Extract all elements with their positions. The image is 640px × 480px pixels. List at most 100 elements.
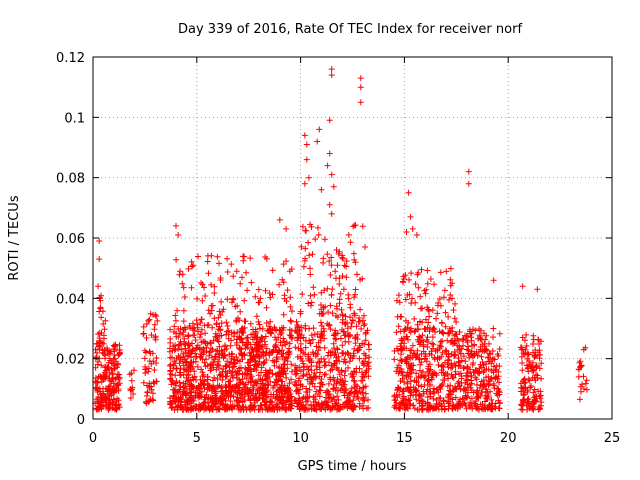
data-point bbox=[416, 392, 423, 399]
data-point bbox=[469, 361, 476, 368]
data-point bbox=[224, 269, 231, 275]
data-point bbox=[308, 332, 315, 339]
data-point bbox=[351, 345, 358, 352]
data-point bbox=[439, 362, 446, 369]
data-point bbox=[198, 339, 205, 346]
data-point bbox=[214, 382, 221, 389]
data-point bbox=[130, 391, 137, 397]
data-point bbox=[210, 383, 217, 390]
data-point bbox=[188, 258, 195, 265]
data-point bbox=[449, 295, 455, 302]
data-point bbox=[177, 395, 184, 402]
data-point bbox=[185, 350, 192, 357]
data-point bbox=[168, 405, 175, 411]
data-point bbox=[356, 403, 363, 410]
data-point bbox=[299, 223, 306, 230]
data-point bbox=[282, 388, 289, 395]
data-point bbox=[106, 396, 113, 403]
data-point bbox=[113, 398, 120, 405]
data-point bbox=[417, 367, 423, 374]
data-point bbox=[95, 400, 102, 407]
data-point bbox=[439, 338, 446, 344]
data-point bbox=[404, 333, 410, 340]
data-point bbox=[151, 326, 158, 333]
data-point bbox=[453, 319, 460, 325]
data-point bbox=[265, 406, 271, 413]
data-point bbox=[306, 386, 313, 393]
data-point bbox=[460, 395, 467, 402]
data-point bbox=[444, 383, 451, 390]
data-point bbox=[227, 392, 234, 399]
data-point bbox=[436, 296, 443, 302]
data-point bbox=[421, 382, 428, 388]
data-point bbox=[302, 255, 309, 262]
data-point bbox=[347, 239, 354, 246]
data-point bbox=[258, 336, 265, 343]
data-point bbox=[105, 364, 112, 371]
data-point bbox=[342, 378, 349, 385]
data-point bbox=[100, 321, 107, 327]
data-point bbox=[252, 293, 259, 300]
data-point bbox=[450, 307, 457, 314]
data-point bbox=[145, 365, 152, 372]
data-point bbox=[218, 332, 225, 339]
data-point bbox=[288, 318, 295, 325]
data-point bbox=[482, 347, 489, 354]
data-point bbox=[95, 406, 102, 413]
data-point bbox=[146, 358, 153, 365]
data-point bbox=[451, 332, 458, 339]
data-point bbox=[148, 332, 155, 338]
y-tick-label: 0.1 bbox=[64, 111, 85, 126]
data-point bbox=[236, 365, 243, 372]
data-point bbox=[310, 402, 317, 409]
data-point bbox=[476, 365, 483, 372]
data-point bbox=[446, 330, 453, 337]
data-point bbox=[210, 337, 217, 344]
data-point bbox=[424, 280, 431, 287]
data-point bbox=[298, 355, 305, 362]
data-point bbox=[429, 340, 436, 347]
data-point bbox=[315, 231, 322, 238]
data-point bbox=[203, 348, 210, 355]
data-point bbox=[293, 400, 300, 407]
data-point bbox=[217, 277, 224, 283]
data-point bbox=[352, 286, 359, 293]
data-point bbox=[235, 405, 242, 412]
data-point bbox=[182, 380, 189, 387]
y-axis-label: ROTI / TECUs bbox=[7, 195, 22, 280]
data-point bbox=[302, 344, 309, 351]
data-point bbox=[228, 261, 235, 268]
data-point bbox=[128, 377, 135, 384]
data-point bbox=[485, 354, 492, 361]
data-point bbox=[519, 367, 526, 374]
data-point bbox=[344, 405, 351, 411]
data-point bbox=[173, 222, 179, 229]
data-point bbox=[102, 352, 109, 359]
data-point bbox=[465, 347, 472, 354]
data-point bbox=[192, 358, 199, 365]
data-point bbox=[208, 252, 215, 259]
data-point bbox=[255, 299, 262, 306]
data-point bbox=[262, 385, 269, 392]
data-point bbox=[176, 379, 183, 386]
data-point bbox=[211, 356, 218, 363]
data-point bbox=[152, 334, 159, 341]
data-point bbox=[172, 345, 179, 352]
data-point bbox=[189, 325, 196, 332]
data-point bbox=[465, 168, 472, 175]
data-point bbox=[321, 362, 328, 369]
data-point bbox=[471, 350, 477, 357]
data-point bbox=[354, 271, 360, 278]
data-point bbox=[348, 385, 355, 392]
data-point bbox=[406, 397, 413, 404]
data-point bbox=[229, 351, 236, 358]
data-point bbox=[357, 344, 364, 351]
data-point bbox=[247, 352, 254, 359]
data-point bbox=[412, 354, 419, 361]
data-point bbox=[191, 368, 198, 375]
data-point bbox=[252, 403, 258, 409]
data-point bbox=[341, 262, 348, 269]
data-point bbox=[169, 347, 176, 354]
data-point bbox=[199, 297, 206, 304]
data-point bbox=[359, 360, 366, 366]
